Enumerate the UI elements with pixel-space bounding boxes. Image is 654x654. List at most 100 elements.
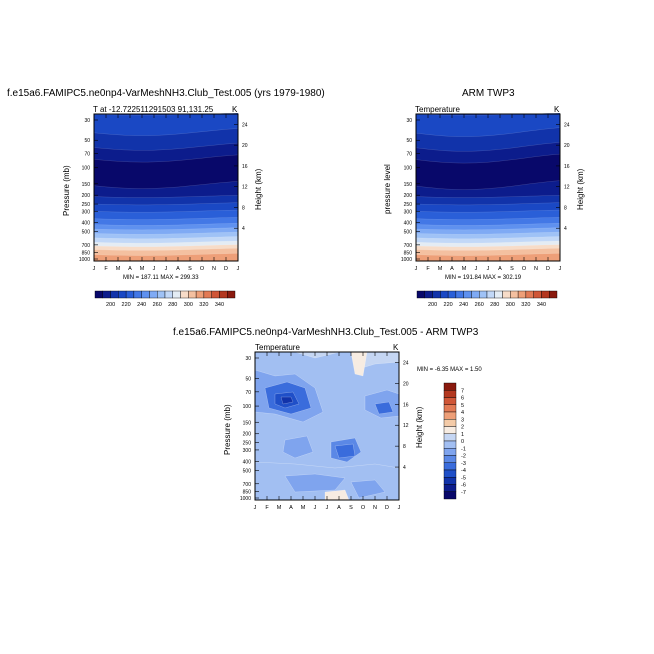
x-tick-label: J <box>475 266 478 272</box>
panel2-subtitle: Temperature <box>415 105 460 114</box>
x-tick-label: J <box>93 266 96 272</box>
panel3-right-label: Height (km) <box>415 406 424 448</box>
x-tick-label: J <box>254 505 257 511</box>
colorbar-swatch <box>479 290 488 299</box>
right-tick-label: 20 <box>564 143 570 149</box>
colorbar-label: 260 <box>153 302 162 308</box>
x-tick-label: A <box>337 505 341 511</box>
x-tick-label: O <box>361 505 366 511</box>
right-tick-label: 8 <box>564 205 567 211</box>
panel2-stats: MIN = 191.84 MAX = 302.19 <box>445 275 522 281</box>
x-tick-label: J <box>314 505 317 511</box>
y-tick-label: 700 <box>243 482 252 488</box>
x-tick-label: J <box>326 505 329 511</box>
colorbar-label: 240 <box>459 302 468 308</box>
colorbar-label: 6 <box>461 396 464 402</box>
y-tick-label: 850 <box>243 490 252 496</box>
colorbar-swatch <box>443 491 457 500</box>
colorbar-label: 0 <box>461 439 464 445</box>
right-tick-label: 16 <box>242 164 248 170</box>
y-tick-label: 50 <box>84 138 90 144</box>
x-tick-label: M <box>277 505 282 511</box>
colorbar-swatch <box>443 448 457 456</box>
right-tick-label: 4 <box>242 226 245 232</box>
colorbar-swatch <box>219 290 228 299</box>
colorbar-label: 320 <box>199 302 208 308</box>
right-tick-label: 24 <box>242 122 248 128</box>
y-tick-label: 30 <box>84 118 90 124</box>
right-tick-label: 4 <box>564 226 567 232</box>
colorbar-label: -4 <box>461 468 466 474</box>
colorbar-swatch <box>443 397 457 405</box>
colorbar-label: 280 <box>490 302 499 308</box>
colorbar-label: -3 <box>461 461 466 467</box>
right-tick-label: 16 <box>403 402 409 408</box>
x-tick-label: F <box>265 505 269 511</box>
y-tick-label: 100 <box>82 166 91 172</box>
x-tick-label: F <box>426 266 430 272</box>
y-tick-label: 200 <box>82 193 91 199</box>
y-tick-label: 100 <box>404 166 413 172</box>
x-tick-label: A <box>128 266 132 272</box>
y-tick-label: 500 <box>82 230 91 236</box>
y-tick-label: 1000 <box>79 257 90 263</box>
colorbar-swatch <box>471 290 480 299</box>
colorbar-label: -1 <box>461 446 466 452</box>
y-tick-label: 250 <box>243 441 252 447</box>
y-tick-label: 1000 <box>240 496 251 502</box>
y-tick-label: 50 <box>245 376 251 382</box>
x-tick-label: J <box>487 266 490 272</box>
panel2-units: K <box>554 105 560 114</box>
panel3-units: K <box>393 343 399 352</box>
colorbar-label: 200 <box>106 302 115 308</box>
panel2-right-label: Height (km) <box>576 168 585 210</box>
colorbar-label: 300 <box>506 302 515 308</box>
y-tick-label: 250 <box>82 202 91 208</box>
right-tick-label: 12 <box>564 185 570 191</box>
colorbar-swatch <box>517 290 527 299</box>
y-tick-label: 1000 <box>401 257 412 263</box>
colorbar-swatch <box>443 426 457 434</box>
x-tick-label: D <box>546 266 550 272</box>
colorbar-swatch <box>533 290 542 299</box>
colorbar-swatch <box>443 477 457 485</box>
right-tick-label: 12 <box>403 423 409 429</box>
colorbar-swatch <box>510 290 519 299</box>
x-tick-label: N <box>212 266 216 272</box>
colorbar-swatch <box>541 290 550 299</box>
colorbar-label: 2 <box>461 425 464 431</box>
y-tick-label: 850 <box>404 251 413 257</box>
colorbar-swatch <box>443 484 457 492</box>
colorbar-swatch <box>172 290 181 299</box>
y-tick-label: 70 <box>406 152 412 158</box>
y-tick-label: 300 <box>243 448 252 454</box>
x-tick-label: M <box>140 266 145 272</box>
colorbar-swatch <box>443 404 457 413</box>
colorbar-label: 340 <box>537 302 546 308</box>
colorbar-label: -6 <box>461 483 466 489</box>
y-tick-label: 700 <box>404 243 413 249</box>
x-tick-label: J <box>559 266 562 272</box>
right-tick-label: 4 <box>403 465 406 471</box>
colorbar-label: 300 <box>184 302 193 308</box>
colorbar-swatch <box>118 290 127 299</box>
colorbar-swatch <box>416 290 425 299</box>
y-tick-label: 200 <box>243 432 252 438</box>
colorbar-swatch <box>494 290 503 299</box>
colorbar-swatch <box>432 290 441 299</box>
colorbar-swatch <box>502 290 511 299</box>
y-tick-label: 400 <box>82 221 91 227</box>
panel1-subtitle: T at -12.722511291503 91,131.25 <box>93 105 214 114</box>
colorbar-swatch <box>443 411 457 420</box>
colorbar-label: 280 <box>168 302 177 308</box>
colorbar-swatch <box>443 433 457 442</box>
y-tick-label: 500 <box>243 468 252 474</box>
x-tick-label: J <box>415 266 418 272</box>
right-tick-label: 24 <box>403 360 409 366</box>
panel2-ylabel: pressure level <box>383 164 392 214</box>
contour-region <box>284 473 346 493</box>
x-tick-label: N <box>373 505 377 511</box>
y-tick-label: 700 <box>82 243 91 249</box>
x-tick-label: J <box>237 266 240 272</box>
